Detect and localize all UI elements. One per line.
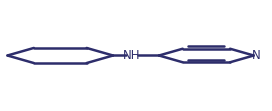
Text: NH: NH	[123, 49, 141, 62]
Text: N: N	[252, 49, 260, 62]
